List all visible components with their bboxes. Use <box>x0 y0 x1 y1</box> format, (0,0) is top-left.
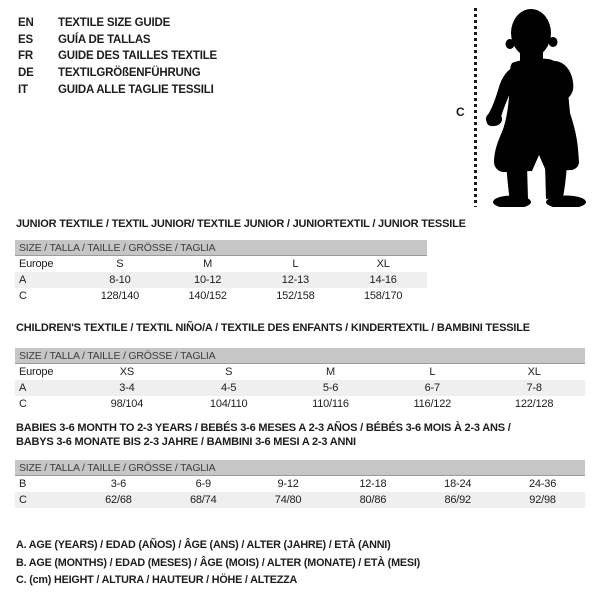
footnote-age-months: B. AGE (MONTHS) / EDAD (MESES) / ÂGE (MO… <box>16 556 421 569</box>
babies-section-title-line2: BABYS 3-6 MONATE BIS 2-3 JAHRE / BAMBINI… <box>16 436 356 448</box>
junior-size-table: Europe S M L XL A 8-10 10-12 12-13 14-16 C 128/140 1… <box>15 256 427 304</box>
lang-code: EN <box>18 17 34 29</box>
size-value: XS <box>119 366 135 378</box>
table-row: C 128/140 140/152 152/158 158/170 <box>15 288 427 304</box>
babies-section: BABIES 3-6 MONTH TO 2-3 YEARS / BEBÉS 3-… <box>15 421 585 508</box>
row-label: A <box>19 274 27 286</box>
size-value: M <box>326 366 335 378</box>
size-value: 12-18 <box>359 478 387 490</box>
row-label: C <box>19 494 27 506</box>
size-value: 10-12 <box>194 274 222 286</box>
size-value: S <box>116 258 124 270</box>
junior-section-title: JUNIOR TEXTILE / TEXTIL JUNIOR/ TEXTILE … <box>16 218 466 230</box>
table-row: A 8-10 10-12 12-13 14-16 <box>15 272 427 288</box>
size-header-bar: SIZE / TALLA / TAILLE / GRÖSSE / TAGLIA <box>15 460 585 476</box>
lang-label: GUIDA ALLE TAGLIE TESSILI <box>58 83 214 96</box>
lang-code: ES <box>18 33 33 46</box>
size-value: 122/128 <box>514 398 554 410</box>
footnote-legend: A. AGE (YEARS) / EDAD (AÑOS) / ÂGE (ANS)… <box>16 537 420 590</box>
lang-code: FR <box>18 50 33 63</box>
size-value: 98/104 <box>110 398 144 410</box>
size-value: 4-5 <box>221 382 237 394</box>
size-value: 7-8 <box>526 382 542 394</box>
size-value: 5-6 <box>322 382 339 394</box>
footnote-height: C. (cm) HEIGHT / ALTURA / HAUTEUR / HÖHE… <box>16 574 298 586</box>
size-value: 110/116 <box>312 398 349 410</box>
children-section: CHILDREN'S TEXTILE / TEXTIL NIÑO/A / TEX… <box>15 321 585 412</box>
size-value: 6-7 <box>424 382 441 394</box>
size-value: 104/110 <box>209 398 248 410</box>
lang-line-de: DE TEXTILGRÖßENFÜHRUNG <box>18 65 217 82</box>
lang-label: TEXTILGRÖßENFÜHRUNG <box>58 67 201 80</box>
size-value: 3-4 <box>119 382 135 394</box>
height-dashed-line <box>474 8 477 207</box>
children-size-table: Europe XS S M L XL A 3-4 4-5 5-6 6-7 7-8 C 98/104 104/… <box>15 364 585 412</box>
size-value: L <box>429 366 436 378</box>
children-section-title: CHILDREN'S TEXTILE / TEXTIL NIÑO/A / TEX… <box>16 322 530 334</box>
size-value: XL <box>527 366 541 378</box>
size-value: 116/122 <box>413 398 452 410</box>
table-row: C 62/68 68/74 74/80 80/86 86/92 92/98 <box>15 492 585 508</box>
babies-size-table: B 3-6 6-9 9-12 12-18 18-24 24-36 C 62/68 68/74 74/… <box>15 476 585 508</box>
size-value: 8-10 <box>109 274 131 286</box>
table-row: A 3-4 4-5 5-6 6-7 7-8 <box>15 380 585 396</box>
size-value: 18-24 <box>444 478 472 490</box>
lang-line-fr: FR GUIDE DES TAILLES TEXTILE <box>18 48 217 65</box>
size-header-bar: SIZE / TALLA / TAILLE / GRÖSSE / TAGLIA <box>15 348 585 364</box>
row-label: C <box>19 290 27 302</box>
lang-label: GUÍA DE TALLAS <box>58 33 151 46</box>
size-value: 62/68 <box>105 494 132 506</box>
table-row: Europe S M L XL <box>15 256 427 272</box>
size-value: 152/158 <box>276 290 315 302</box>
row-label: A <box>19 382 27 394</box>
lang-line-en: EN TEXTILE SIZE GUIDE <box>18 15 217 32</box>
size-value: 74/80 <box>274 494 302 506</box>
row-label: C <box>19 398 27 410</box>
size-value: 80/86 <box>359 494 387 506</box>
size-value: 68/74 <box>189 494 217 506</box>
size-value: 9-12 <box>277 478 299 490</box>
size-value: L <box>292 258 299 270</box>
table-row: Europe XS S M L XL <box>15 364 585 380</box>
size-value: S <box>225 366 233 378</box>
row-label: B <box>19 478 27 490</box>
lang-code: IT <box>18 83 28 96</box>
lang-line-it: IT GUIDA ALLE TAGLIE TESSILI <box>18 82 217 99</box>
table-row: C 98/104 104/110 110/116 116/122 122/128 <box>15 396 585 412</box>
lang-label: GUIDE DES TAILLES TEXTILE <box>58 50 217 63</box>
size-value: M <box>203 258 213 270</box>
height-measure-label: C <box>456 105 465 119</box>
size-value: 92/98 <box>529 494 556 506</box>
size-value: 14-16 <box>369 274 397 286</box>
lang-label: TEXTILE SIZE GUIDE <box>58 17 171 29</box>
size-value: 6-9 <box>195 478 212 490</box>
size-value: XL <box>376 258 390 270</box>
size-header-bar: SIZE / TALLA / TAILLE / GRÖSSE / TAGLIA <box>15 240 427 256</box>
babies-section-title-line1: BABIES 3-6 MONTH TO 2-3 YEARS / BEBÉS 3-… <box>16 422 511 434</box>
size-value: 140/152 <box>188 290 227 302</box>
lang-line-es: ES GUÍA DE TALLAS <box>18 32 217 49</box>
row-label: Europe <box>19 258 54 270</box>
size-value: 86/92 <box>444 494 471 506</box>
baby-silhouette-icon <box>486 9 586 207</box>
table-row: B 3-6 6-9 9-12 12-18 18-24 24-36 <box>15 476 585 492</box>
lang-code: DE <box>18 67 34 80</box>
size-value: 158/170 <box>363 290 403 302</box>
row-label: Europe <box>19 366 54 378</box>
size-value: 12-13 <box>281 274 309 286</box>
size-value: 24-36 <box>529 478 557 490</box>
footnote-age-years: A. AGE (YEARS) / EDAD (AÑOS) / ÂGE (ANS)… <box>16 539 391 551</box>
language-title-list: EN TEXTILE SIZE GUIDE ES GUÍA DE TALLAS … <box>18 15 217 99</box>
junior-section: JUNIOR TEXTILE / TEXTIL JUNIOR/ TEXTILE … <box>15 217 466 304</box>
size-value: 128/140 <box>100 290 140 302</box>
size-value: 3-6 <box>110 478 127 490</box>
